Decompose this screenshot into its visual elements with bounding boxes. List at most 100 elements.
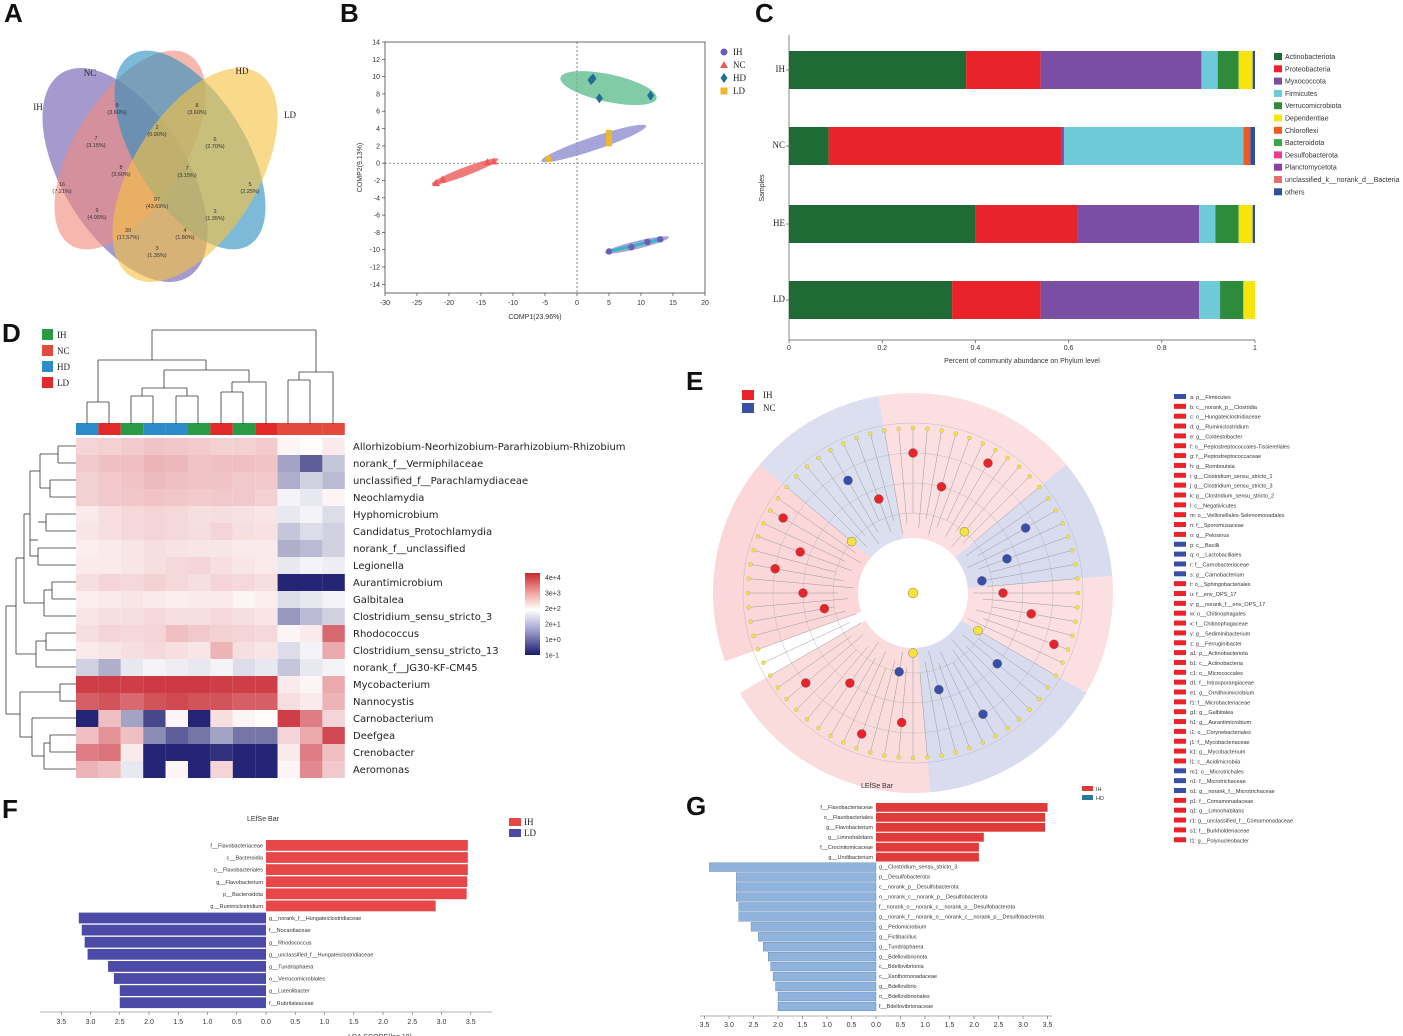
panel-label-a: A <box>4 0 23 28</box>
clade-key-label: n1: f__Microtrichaceae <box>1190 779 1246 785</box>
y-tick-label: -4 <box>374 195 380 202</box>
x-tick-label: 0.5 <box>896 1022 906 1029</box>
x-tick-label: 1.5 <box>349 1019 359 1026</box>
lefse-bar <box>709 862 877 872</box>
heatmap-cell <box>232 540 256 557</box>
category-label: IH <box>776 64 786 74</box>
lefse-bar-label: c__Xanthomonadaceae <box>879 974 937 980</box>
clade-sector <box>960 575 1113 693</box>
x-tick-label: 0 <box>575 300 579 307</box>
clade-leaf <box>854 435 859 441</box>
heatmap-cell <box>120 506 144 523</box>
clade-leaf <box>939 428 944 433</box>
venn-count: 6 <box>213 137 216 143</box>
heatmap-cell <box>210 523 233 540</box>
heatmap-cell <box>232 710 256 727</box>
lefse-bar-label: c__Bacteroidia <box>227 856 264 862</box>
clade-leaf <box>1005 726 1010 731</box>
heatmap-cell <box>300 676 323 693</box>
legend-label: HD <box>57 362 70 372</box>
lefse-bar <box>108 961 266 972</box>
clade-branch <box>928 650 956 753</box>
heatmap-cell <box>232 472 256 489</box>
lefse-cladogram: IH NC a: p__Firmicutes b: c__norank_p__Clos… <box>713 390 1293 844</box>
heatmap-cell <box>277 574 300 591</box>
clade-branch <box>753 550 836 573</box>
heatmap-cell <box>277 693 300 710</box>
heatmap-cell <box>322 642 345 659</box>
venn-percent: (2.25%) <box>240 189 259 195</box>
legend-label: Bacteroidota <box>1285 140 1324 147</box>
x-tick-label: 0 <box>787 345 791 352</box>
x-tick-label: -20 <box>444 300 454 307</box>
clade-leaf <box>775 496 780 501</box>
clade-leaf <box>745 590 751 596</box>
heatmap-cell <box>232 608 256 625</box>
legend-label: Firmicutes <box>1285 91 1318 98</box>
clade-leaf <box>896 426 901 431</box>
clade-leaf <box>775 685 780 690</box>
point-hd <box>647 90 655 101</box>
clade-key-label: q: o__Lactobacillales <box>1190 553 1242 559</box>
clade-key-label: f1: f__Microbacteriaceae <box>1190 700 1250 706</box>
lefse-bar <box>750 922 877 932</box>
venn-percent: (3.15%) <box>86 143 105 149</box>
clade-branch <box>856 437 892 533</box>
column-group-cell <box>188 423 211 435</box>
column-group-cell <box>210 423 233 435</box>
lefse-bar-label: f__norank_o__norank_c__norank_p__Desulfo… <box>879 905 1016 911</box>
heatmap-cell <box>143 523 166 540</box>
clade-leaf <box>1053 508 1059 513</box>
lefse-bar <box>763 942 877 952</box>
y-tick-label: -6 <box>374 213 380 220</box>
clade-leaf <box>939 753 944 758</box>
clade-root <box>907 587 919 599</box>
clade-key-swatch <box>1174 394 1186 399</box>
heatmap-cell <box>232 523 256 540</box>
y-tick-label: 4 <box>376 126 380 133</box>
clade-branch <box>796 476 868 548</box>
legend-swatch <box>42 377 53 388</box>
heatmap-cell <box>210 438 233 455</box>
lefse-bar <box>876 812 1046 822</box>
legend-label: NC <box>763 403 776 413</box>
heatmap-cell <box>322 659 345 676</box>
bar-segment <box>1252 205 1255 243</box>
clade-leaf <box>925 426 930 431</box>
x-tick-label: 5 <box>607 300 611 307</box>
heatmap-cell <box>188 455 211 472</box>
heatmap-cell <box>120 642 144 659</box>
clade-key-label: c: o__Hungateiclostridiaceae <box>1190 415 1261 421</box>
heatmap-cell <box>188 591 211 608</box>
clade-key-label: k: g__Clostridium_sensu_stricto_2 <box>1190 494 1274 500</box>
heatmap-cell <box>143 693 166 710</box>
clade-branch <box>966 498 1049 556</box>
clade-leaf <box>816 455 821 460</box>
heatmap-cell <box>300 455 323 472</box>
lefse-bar-label: c__norank_p__Desulfobacterota <box>879 885 959 891</box>
heatmap-cell <box>210 693 233 710</box>
heatmap-cell <box>188 710 211 727</box>
row-label: Nannocystis <box>353 697 414 708</box>
legend-label: unclassified_k__norank_d__Bacteria <box>1285 177 1400 184</box>
y-tick-label: 0 <box>376 161 380 168</box>
clade-leaf <box>746 605 751 610</box>
heatmap-cell <box>210 761 233 778</box>
lefse-bar <box>113 973 267 984</box>
clade-node <box>992 659 1002 669</box>
y-axis-label: COMP2(9.13%) <box>357 143 364 192</box>
clade-sector <box>713 464 871 662</box>
heatmap-cell <box>300 591 323 608</box>
clade-leaf <box>761 660 766 665</box>
row-label: Clostridium_sensu_stricto_3 <box>353 612 492 623</box>
lefse-bar <box>876 832 984 842</box>
venn-count: 2 <box>155 125 158 131</box>
heatmap-cell <box>143 489 166 506</box>
clade-key-swatch <box>1174 837 1186 843</box>
point-ih <box>628 243 635 251</box>
clade-key-label: j: g__Clostridium_sensu_stricto_3 <box>1189 484 1273 490</box>
x-tick-label: 2.0 <box>378 1019 388 1026</box>
column-group-cell <box>120 423 144 435</box>
lefse-bar-label: c__Bdellovibrionia <box>879 964 925 970</box>
